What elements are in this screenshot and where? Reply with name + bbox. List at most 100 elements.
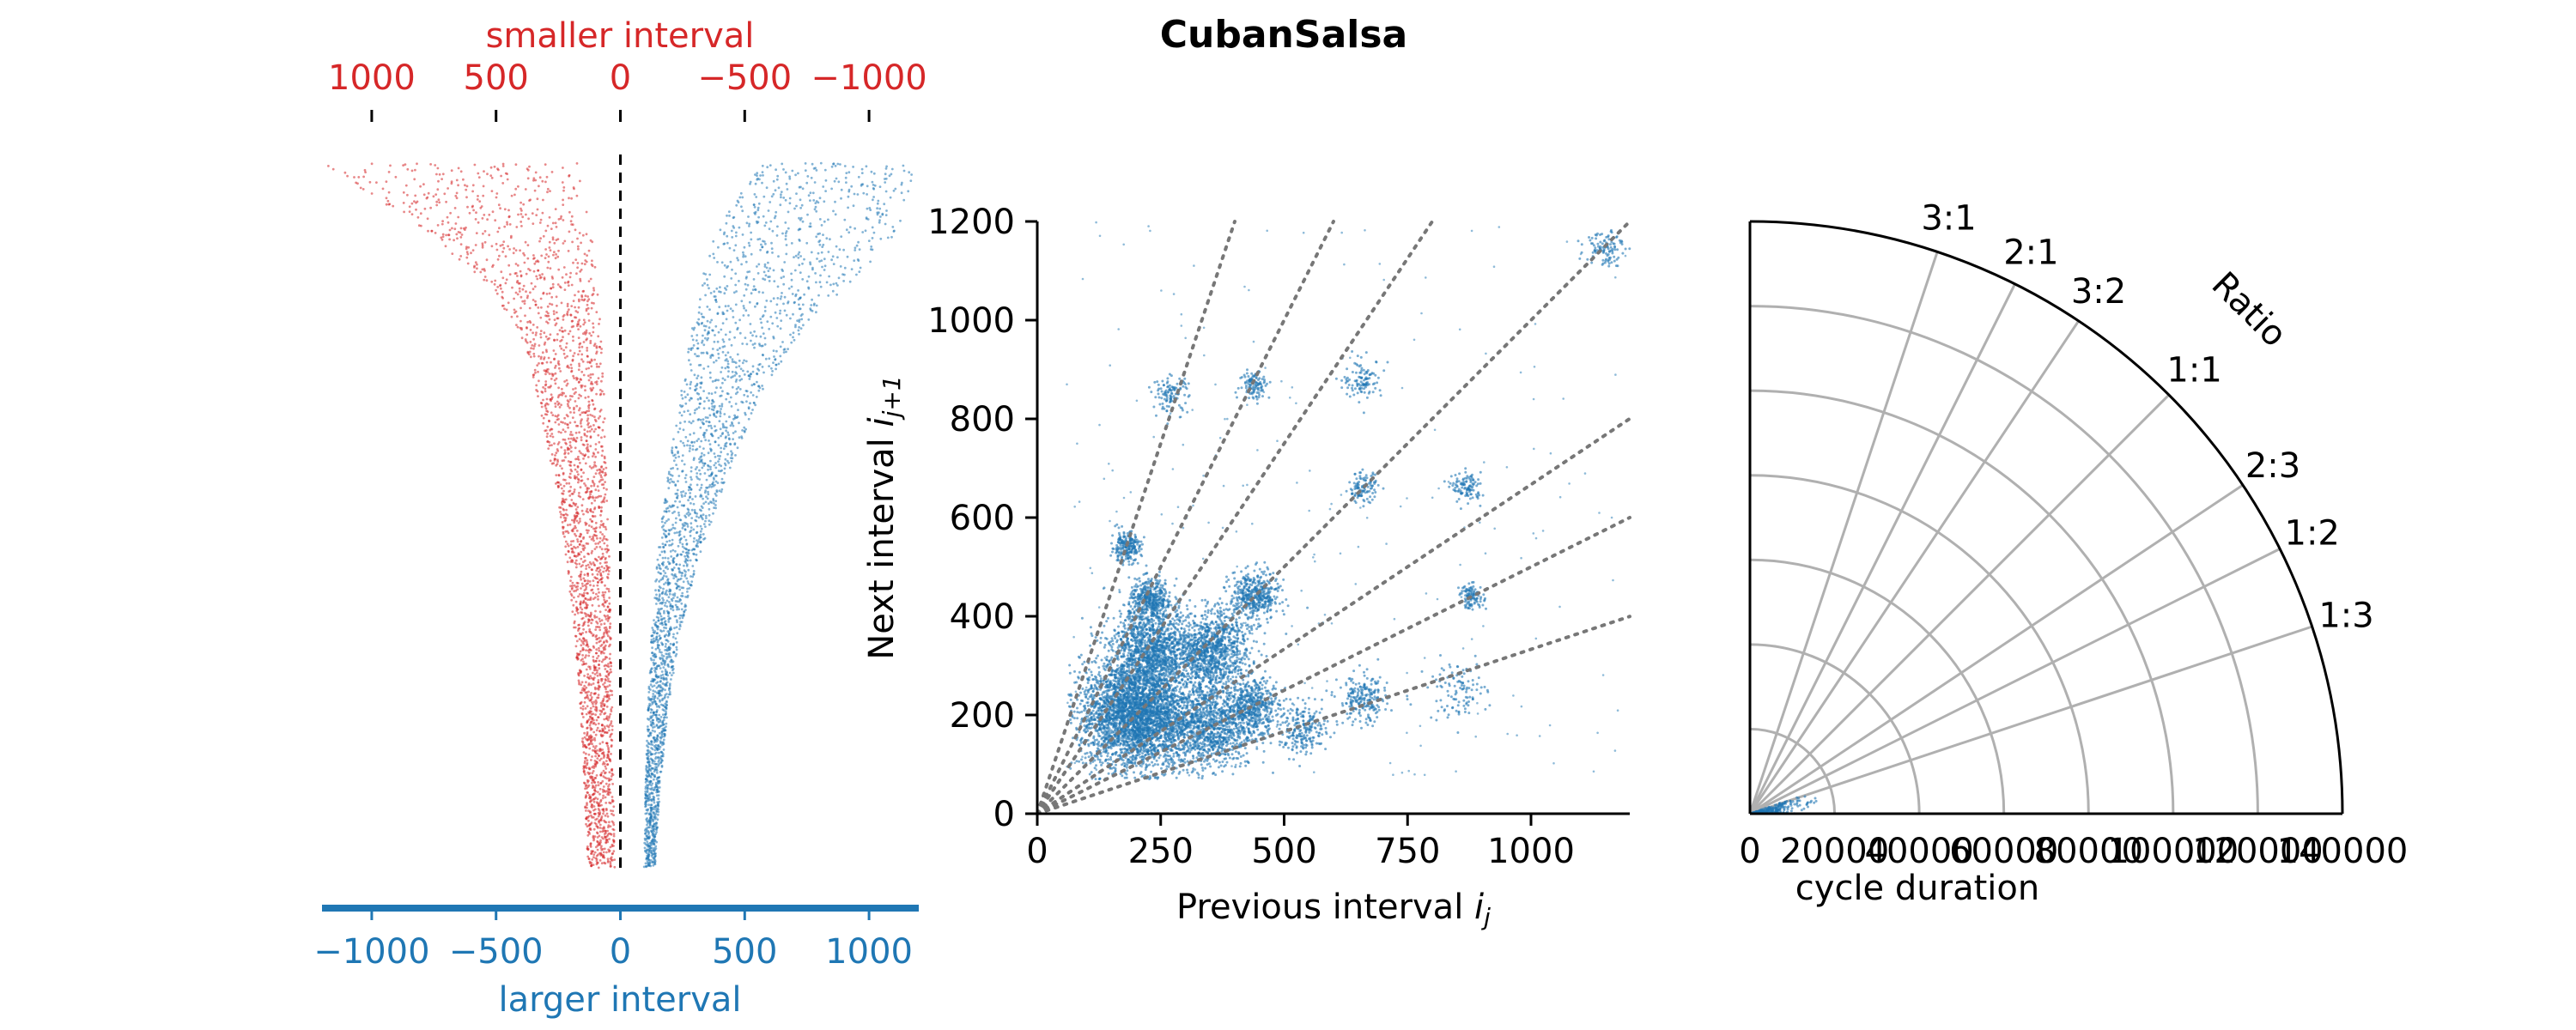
- interval-difference-point: [769, 201, 772, 203]
- interval-difference-point: [702, 418, 705, 421]
- interval-difference-point: [700, 376, 703, 379]
- interval-difference-point: [593, 692, 597, 695]
- interval-difference-point: [762, 195, 766, 198]
- interval-difference-point: [799, 198, 802, 202]
- interval-difference-point: [798, 185, 801, 189]
- interval-difference-point: [561, 521, 564, 524]
- interval-difference-point: [580, 712, 584, 716]
- interval-difference-point: [586, 347, 589, 349]
- interval-difference-point: [756, 238, 760, 241]
- interval-difference-point: [580, 723, 583, 726]
- interval-difference-point: [677, 567, 681, 571]
- interval-difference-point: [568, 590, 572, 593]
- interval-difference-point: [582, 716, 585, 718]
- interval-difference-point: [523, 254, 526, 257]
- interval-difference-point: [441, 233, 445, 236]
- interval-difference-point: [603, 627, 606, 629]
- interval-difference-point: [593, 673, 597, 676]
- interval-difference-point: [756, 172, 759, 175]
- interval-difference-point: [674, 500, 677, 503]
- interval-difference-point: [593, 781, 597, 785]
- interval-difference-point: [660, 699, 664, 702]
- interval-difference-point: [594, 464, 598, 468]
- interval-difference-point: [554, 454, 556, 457]
- interval-difference-point: [505, 308, 508, 312]
- interval-difference-point: [567, 284, 570, 287]
- interval-difference-point: [604, 772, 606, 775]
- interval-difference-point: [516, 325, 519, 329]
- interval-difference-point: [589, 445, 592, 448]
- interval-difference-point: [507, 264, 511, 267]
- interval-difference-point: [725, 288, 728, 291]
- interval-difference-point: [591, 259, 593, 263]
- interval-difference-point: [591, 383, 594, 385]
- interval-difference-point: [653, 775, 656, 778]
- interval-difference-point: [729, 307, 732, 310]
- interval-difference-point: [569, 313, 572, 317]
- interval-difference-point: [740, 205, 743, 209]
- interval-difference-point: [608, 788, 611, 791]
- interval-difference-point: [552, 312, 556, 316]
- interval-difference-point: [649, 711, 653, 714]
- interval-difference-point: [784, 232, 787, 235]
- interval-difference-point: [580, 353, 584, 356]
- interval-difference-point: [510, 194, 513, 197]
- interval-difference-point: [702, 513, 705, 517]
- interval-difference-point: [702, 502, 705, 506]
- interval-difference-point: [600, 660, 604, 663]
- interval-difference-point: [563, 356, 567, 360]
- interval-difference-point: [599, 340, 603, 343]
- interval-difference-point: [756, 174, 758, 178]
- interval-difference-point: [699, 381, 702, 385]
- interval-difference-point: [597, 595, 599, 598]
- interval-difference-point: [734, 321, 738, 324]
- interval-difference-point: [707, 490, 709, 494]
- interval-difference-point: [886, 236, 890, 239]
- interval-difference-point: [577, 247, 580, 251]
- interval-difference-point: [702, 533, 705, 536]
- interval-difference-point: [697, 538, 701, 541]
- interval-difference-point: [592, 766, 596, 769]
- interval-difference-point: [605, 617, 608, 621]
- interval-difference-point: [346, 174, 349, 178]
- interval-difference-point: [717, 245, 720, 249]
- interval-difference-point: [827, 218, 829, 221]
- interval-difference-point: [818, 281, 822, 284]
- interval-difference-point: [665, 623, 668, 627]
- interval-difference-point: [540, 306, 543, 309]
- interval-difference-point: [459, 236, 463, 239]
- interval-difference-point: [721, 432, 725, 434]
- interval-difference-point: [725, 426, 728, 429]
- interval-difference-point: [605, 664, 609, 668]
- interval-difference-point: [667, 693, 671, 696]
- interval-difference-point: [575, 436, 579, 439]
- interval-difference-point: [601, 470, 605, 474]
- interval-difference-point: [585, 367, 588, 371]
- interval-difference-point: [584, 707, 587, 710]
- interval-difference-point: [767, 261, 769, 264]
- interval-difference-point: [555, 226, 558, 228]
- interval-difference-point: [568, 421, 572, 424]
- interval-difference-point: [785, 244, 788, 246]
- interval-difference-point: [516, 293, 519, 296]
- interval-difference-point: [714, 500, 718, 503]
- interval-difference-point: [677, 512, 680, 514]
- interval-difference-point: [550, 171, 554, 173]
- interval-difference-point: [848, 190, 851, 193]
- interval-difference-point: [538, 379, 540, 383]
- interval-difference-point: [676, 579, 679, 583]
- interval-difference-point: [665, 530, 668, 533]
- interval-difference-point: [570, 283, 574, 287]
- interval-difference-point: [588, 490, 592, 494]
- interval-difference-point: [907, 190, 910, 193]
- interval-difference-point: [599, 513, 602, 517]
- interval-difference-point: [688, 548, 690, 552]
- interval-difference-point: [667, 596, 671, 599]
- interval-difference-point: [512, 251, 515, 255]
- interval-difference-point: [751, 365, 755, 368]
- interval-difference-point: [606, 577, 610, 579]
- interval-difference-point: [578, 342, 581, 346]
- interval-difference-point: [482, 185, 485, 188]
- interval-difference-point: [774, 189, 777, 192]
- interval-difference-point: [689, 530, 691, 534]
